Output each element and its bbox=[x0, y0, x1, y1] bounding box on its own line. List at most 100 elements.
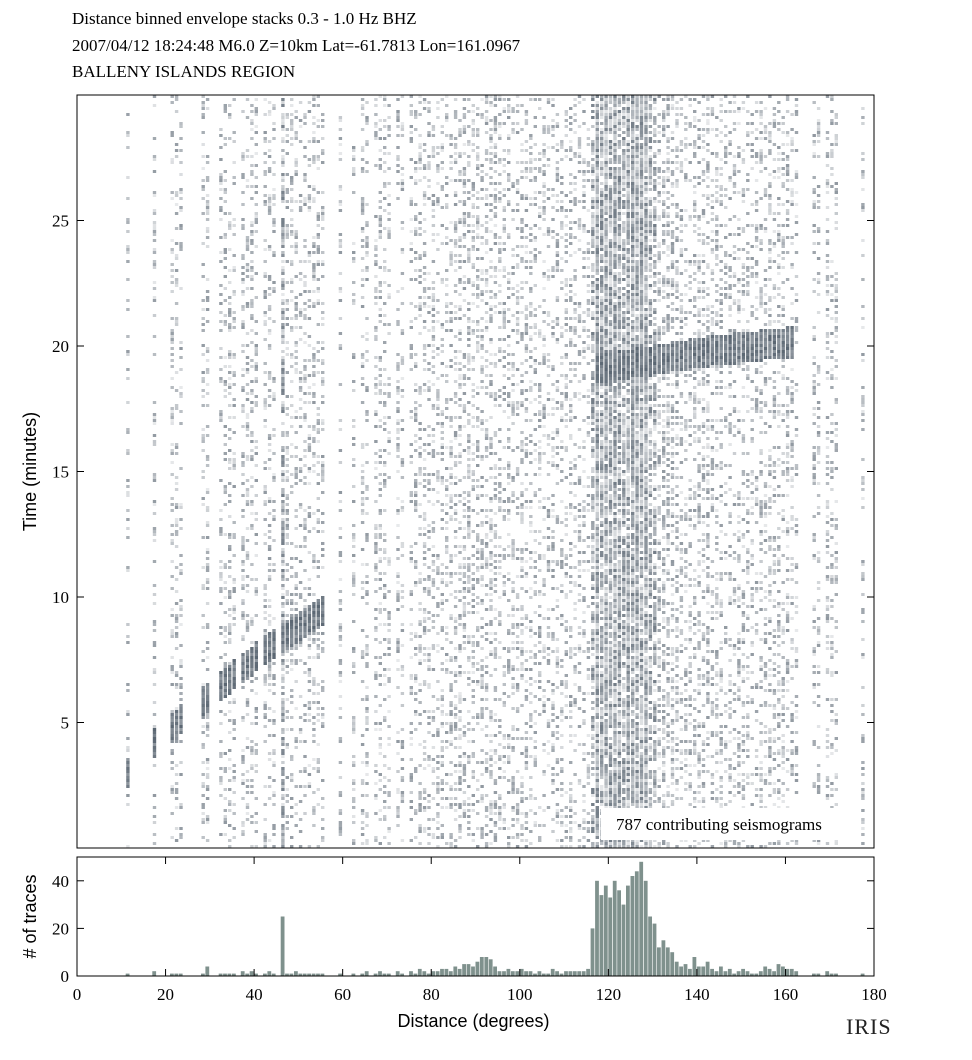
heatmap-cell bbox=[449, 452, 453, 455]
heatmap-cell bbox=[205, 383, 210, 386]
heatmap-cell bbox=[396, 791, 400, 794]
heatmap-cell bbox=[378, 359, 382, 362]
heatmap-cell bbox=[232, 533, 236, 536]
heatmap-cell bbox=[321, 686, 325, 689]
heatmap-cell bbox=[396, 170, 400, 173]
heatmap-cell bbox=[285, 671, 289, 674]
heatmap-cell bbox=[502, 206, 506, 209]
heatmap-cell bbox=[436, 347, 440, 350]
heatmap-cell bbox=[152, 629, 157, 632]
heatmap-cell bbox=[414, 116, 418, 119]
heatmap-cell bbox=[219, 416, 223, 419]
heatmap-cell bbox=[476, 329, 480, 332]
heatmap-cell bbox=[316, 302, 320, 305]
heatmap-cell bbox=[396, 647, 400, 650]
heatmap-cell bbox=[436, 407, 440, 410]
heatmap-cell bbox=[174, 95, 179, 98]
heatmap-cell bbox=[250, 767, 254, 770]
heatmap-cell bbox=[422, 752, 427, 755]
heatmap-cell bbox=[431, 746, 436, 749]
heatmap-cell bbox=[307, 506, 312, 509]
heatmap-cell bbox=[223, 818, 227, 821]
heatmap-cell bbox=[312, 629, 316, 632]
heatmap-cell bbox=[126, 113, 130, 116]
heatmap-cell bbox=[462, 200, 467, 203]
heatmap-cell bbox=[453, 605, 458, 608]
heatmap-cell bbox=[267, 599, 272, 602]
heatmap-cell bbox=[467, 179, 471, 182]
heatmap-cell bbox=[396, 788, 400, 791]
heatmap-cell bbox=[298, 389, 303, 392]
heatmap-cell bbox=[254, 131, 258, 134]
heatmap-cell bbox=[338, 419, 343, 422]
heatmap-cell bbox=[294, 608, 298, 611]
heatmap-cell bbox=[312, 566, 316, 569]
heatmap-cell bbox=[307, 617, 312, 620]
heatmap-cell bbox=[484, 122, 489, 125]
heatmap-cell bbox=[502, 515, 506, 518]
heatmap-cell bbox=[254, 812, 258, 815]
heatmap-cell bbox=[471, 545, 475, 548]
heatmap-cell bbox=[170, 422, 174, 425]
heatmap-cell bbox=[431, 383, 436, 386]
heatmap-cell bbox=[502, 98, 506, 101]
heatmap-cell bbox=[321, 359, 325, 362]
heatmap-cell bbox=[365, 224, 369, 227]
heatmap-cell bbox=[422, 359, 427, 362]
heatmap-cell bbox=[126, 767, 130, 770]
heatmap-cell bbox=[365, 278, 369, 281]
heatmap-cell bbox=[387, 623, 391, 626]
heatmap-cell bbox=[205, 704, 210, 707]
heatmap-cell bbox=[445, 293, 449, 296]
heatmap-cell bbox=[321, 206, 325, 209]
heatmap-cell bbox=[484, 758, 489, 761]
heatmap-cell bbox=[511, 365, 515, 368]
heatmap-cell bbox=[254, 587, 258, 590]
heatmap-cell bbox=[205, 521, 210, 524]
heatmap-cell bbox=[281, 506, 285, 509]
heatmap-cell bbox=[480, 344, 484, 347]
heatmap-cell bbox=[498, 554, 502, 557]
heatmap-cell bbox=[507, 203, 511, 206]
heatmap-cell bbox=[245, 275, 250, 278]
heatmap-cell bbox=[418, 659, 422, 662]
heatmap-cell bbox=[431, 314, 436, 317]
heatmap-cell bbox=[298, 308, 303, 311]
heatmap-cell bbox=[427, 296, 431, 299]
heatmap-cell bbox=[303, 608, 307, 611]
heatmap-cell bbox=[449, 686, 453, 689]
heatmap-cell bbox=[489, 563, 493, 566]
heatmap-cell bbox=[476, 131, 480, 134]
heatmap-cell bbox=[378, 290, 382, 293]
heatmap-cell bbox=[360, 503, 365, 506]
heatmap-cell bbox=[205, 689, 210, 692]
heatmap-cell bbox=[290, 281, 294, 284]
heatmap-cell bbox=[515, 320, 520, 323]
heatmap-cell bbox=[294, 230, 298, 233]
heatmap-cell bbox=[471, 425, 475, 428]
heatmap-cell bbox=[126, 449, 130, 452]
heatmap-cell bbox=[396, 449, 400, 452]
heatmap-cell bbox=[170, 710, 174, 713]
heatmap-cell bbox=[418, 806, 422, 809]
heatmap-cell bbox=[352, 380, 356, 383]
heatmap-cell bbox=[338, 809, 343, 812]
heatmap-cell bbox=[414, 353, 418, 356]
heatmap-cell bbox=[263, 611, 267, 614]
heatmap-cell bbox=[250, 620, 254, 623]
heatmap-cell bbox=[303, 785, 307, 788]
heatmap-cell bbox=[462, 143, 467, 146]
heatmap-cell bbox=[232, 521, 236, 524]
heatmap-cell bbox=[440, 779, 444, 782]
heatmap-cell bbox=[179, 719, 183, 722]
heatmap-cell bbox=[396, 437, 400, 440]
heatmap-cell bbox=[294, 302, 298, 305]
heatmap-cell bbox=[290, 143, 294, 146]
heatmap-cell bbox=[223, 458, 227, 461]
heatmap-cell bbox=[489, 467, 493, 470]
heatmap-cell bbox=[360, 653, 365, 656]
heatmap-cell bbox=[493, 761, 498, 764]
heatmap-cell bbox=[228, 458, 232, 461]
heatmap-cell bbox=[471, 281, 475, 284]
heatmap-cell bbox=[507, 836, 511, 839]
